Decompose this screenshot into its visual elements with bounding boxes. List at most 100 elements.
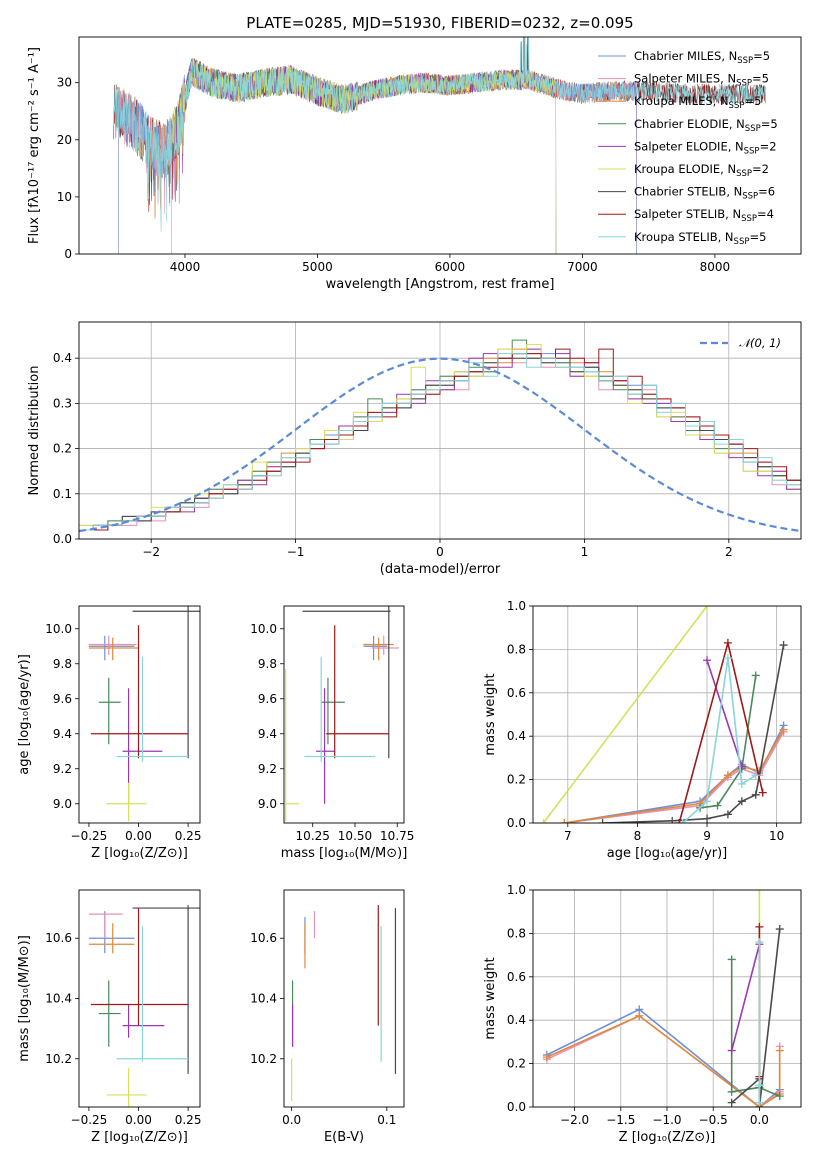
residuals-ytick-label: 0.3 [53,396,72,410]
spectrum-xtick-label: 5000 [302,260,333,274]
weight_vs_age-marker-chabrier_elodie [713,801,722,810]
weight_vs_age-ytick-label: 0.6 [507,686,526,700]
weight_vs_z-xtick-label: −0.5 [699,1113,728,1127]
age_vs_mass-point-chabrier_stelib [302,606,391,759]
legend-label-kroupa_stelib: Kroupa STELIB, NSSP=5 [634,230,766,247]
normal-curve [79,357,801,533]
spectrum-xtick-label: 4000 [170,260,201,274]
age_vs_z-xtick-label: 0.25 [175,829,202,843]
weight_vs_z-marker-chabrier_stelib [727,1098,736,1107]
weight_vs_z-ytick-label: 0.0 [507,1100,526,1114]
weight_vs_age-xtick-label: 7 [564,829,572,843]
weight_vs_z-line-chabrier_miles [546,1008,781,1107]
spectrum-xtick-label: 6000 [435,260,466,274]
weight_vs_z-series-chabrier_miles [542,1005,784,1107]
weight_vs_age-marker-chabrier_stelib [703,814,712,823]
weight_vs_age-marker-kroupa_stelib [678,819,687,823]
mass_vs_z-ylabel: mass [log₁₀(M/M⊙)] [17,935,32,1062]
weight_vs_age-series-chabrier_miles [560,721,788,823]
weight_vs_age-ytick-label: 0.8 [507,642,526,656]
weight_vs_age-series-kroupa_elodie [539,606,712,823]
mass_vs_ebv-ytick-label: 10.2 [250,1052,277,1066]
weight_vs_age-marker-chabrier_stelib [668,816,677,823]
age_vs_mass-xlabel: mass [log₁₀(M/M⊙)] [281,846,408,861]
spectrum-xlabel: wavelength [Angstrom, rest frame] [326,277,555,292]
weight_vs_age-marker-kroupa_stelib [751,771,760,780]
weight_vs_age-marker-chabrier_stelib [723,810,732,819]
age_vs_mass-xtick-label: 10.25 [296,829,330,843]
legend-label-salpeter_miles: Salpeter MILES, NSSP=5 [634,72,769,89]
legend-label-salpeter_stelib: Salpeter STELIB, NSSP=4 [634,207,774,224]
weight_vs_age-marker-salpeter_elodie [703,656,712,665]
residuals-ytick-label: 0.4 [53,351,72,365]
weight_vs_age-ytick-label: 0.0 [507,816,526,830]
weight_vs_age-line-salpeter_elodie [706,660,743,767]
age_vs_z-ylabel: age [log₁₀(age/yr)] [17,654,32,775]
weight_vs_z-ytick-label: 0.2 [507,1057,526,1071]
age_vs_z-xlabel: Z [log₁₀(Z/Z⊙)] [91,846,188,861]
legend-label-salpeter_elodie: Salpeter ELODIE, NSSP=2 [634,139,777,156]
mass_vs_ebv-xtick-label: 0.0 [282,1113,301,1127]
mass_vs_z-ytick-label: 10.4 [45,992,72,1006]
weight_vs_age-marker-kroupa_miles [723,771,732,780]
weight_vs_z-xtick-label: −1.5 [606,1113,635,1127]
weight_vs_z-marker-kroupa_miles [635,1011,644,1020]
age_vs_mass-point-kroupa_stelib [304,656,376,762]
mass_vs_ebv-xlabel: E(B-V) [324,1130,364,1145]
age_vs_mass-point-kroupa_elodie [285,669,300,822]
weight_vs_z-marker-salpeter_stelib [755,922,764,931]
weight_vs_z-plot-area [542,890,784,1107]
weight_vs_age-marker-kroupa_stelib [723,654,732,663]
weight_vs_z-marker-kroupa_stelib [755,1081,764,1090]
mass_vs_z-point-chabrier_stelib [132,905,200,1074]
weight_vs_z-xtick-label: −2.0 [560,1113,589,1127]
age_vs_mass-ytick-label: 9.0 [258,797,277,811]
age_vs_z-point-kroupa_miles [88,637,139,661]
age_vs_z-ytick-label: 9.4 [53,727,72,741]
weight_vs_z-series-salpeter_elodie [727,940,764,1055]
weight_vs_z-marker-kroupa_miles [775,1046,784,1055]
weight_vs_z-marker-kroupa_miles [542,1053,551,1062]
weight_vs_age-line-kroupa_miles [564,729,785,823]
weight_vs_age-ytick-label: 0.4 [507,729,526,743]
residuals-ytick-label: 0.0 [53,532,72,546]
weight_vs_z-ytick-label: 0.4 [507,1013,526,1027]
weight_vs_z-line-chabrier_elodie [730,959,781,1097]
weight_vs_age-marker-kroupa_miles [779,725,788,734]
residuals-frame: −2 −1 0 1 2 0.0 0.1 0.2 0.3 0.4 (data-model)/error… [27,321,802,577]
spectrum-ylabel: Flux [fλ10⁻¹⁷ erg cm⁻² s⁻¹ A⁻¹] [27,47,42,244]
weight_vs_age-ytick-label: 0.2 [507,773,526,787]
weight_vs_z-ytick-label: 0.6 [507,970,526,984]
mass_vs_z-point-kroupa_elodie [106,1067,147,1107]
legend-label-kroupa_elodie: Kroupa ELODIE, NSSP=2 [634,162,769,179]
residuals-xtick-label: 2 [725,545,733,559]
weight_vs_age-ylabel: mass weight [483,673,498,755]
age_vs_mass-point-salpeter_stelib [326,625,389,759]
weight_vs_age-marker-chabrier_stelib [779,641,788,650]
weight_vs_age-marker-kroupa_stelib [737,779,746,788]
mass_vs_z-point-kroupa_stelib [116,926,189,1062]
legend-label-chabrier_miles: Chabrier MILES, NSSP=5 [634,49,770,66]
weight_vs_age-marker-kroupa_miles [560,819,569,823]
spectrum-line-kroupa_stelib [113,37,766,233]
age_vs_mass-ytick-label: 10.0 [250,622,277,636]
residual-hist-chabrier_miles [79,353,801,531]
weight_vs_z-series-chabrier_stelib [727,925,784,1107]
spectrum-ytick-label: 0 [64,247,72,261]
age_vs_z-point-kroupa_elodie [106,782,147,822]
spectrum-ytick-label: 30 [57,76,72,90]
age_vs_z-point-salpeter_stelib [90,625,189,759]
spectrum-frame: 4000 5000 6000 7000 8000 0 10 20 30 wavelength [A… [27,36,802,292]
age_vs_z-ytick-label: 9.2 [53,762,72,776]
weight_vs_z-marker-chabrier_elodie [727,955,736,964]
weight_vs_age-xtick-label: 8 [634,829,642,843]
mass_vs_z-ytick-label: 10.2 [45,1052,72,1066]
weight_vs_age-marker-kroupa_elodie [539,819,548,823]
age_vs_z-ytick-label: 9.0 [53,797,72,811]
weight_vs_age-line-chabrier_elodie [699,675,757,809]
residuals-xtick-label: 1 [581,545,589,559]
weight_vs_age-xlabel: age [log₁₀(age/yr)] [607,846,728,861]
age_vs_mass-xtick-label: 10.75 [380,829,414,843]
weight_vs_age-marker-chabrier_elodie [751,671,760,680]
